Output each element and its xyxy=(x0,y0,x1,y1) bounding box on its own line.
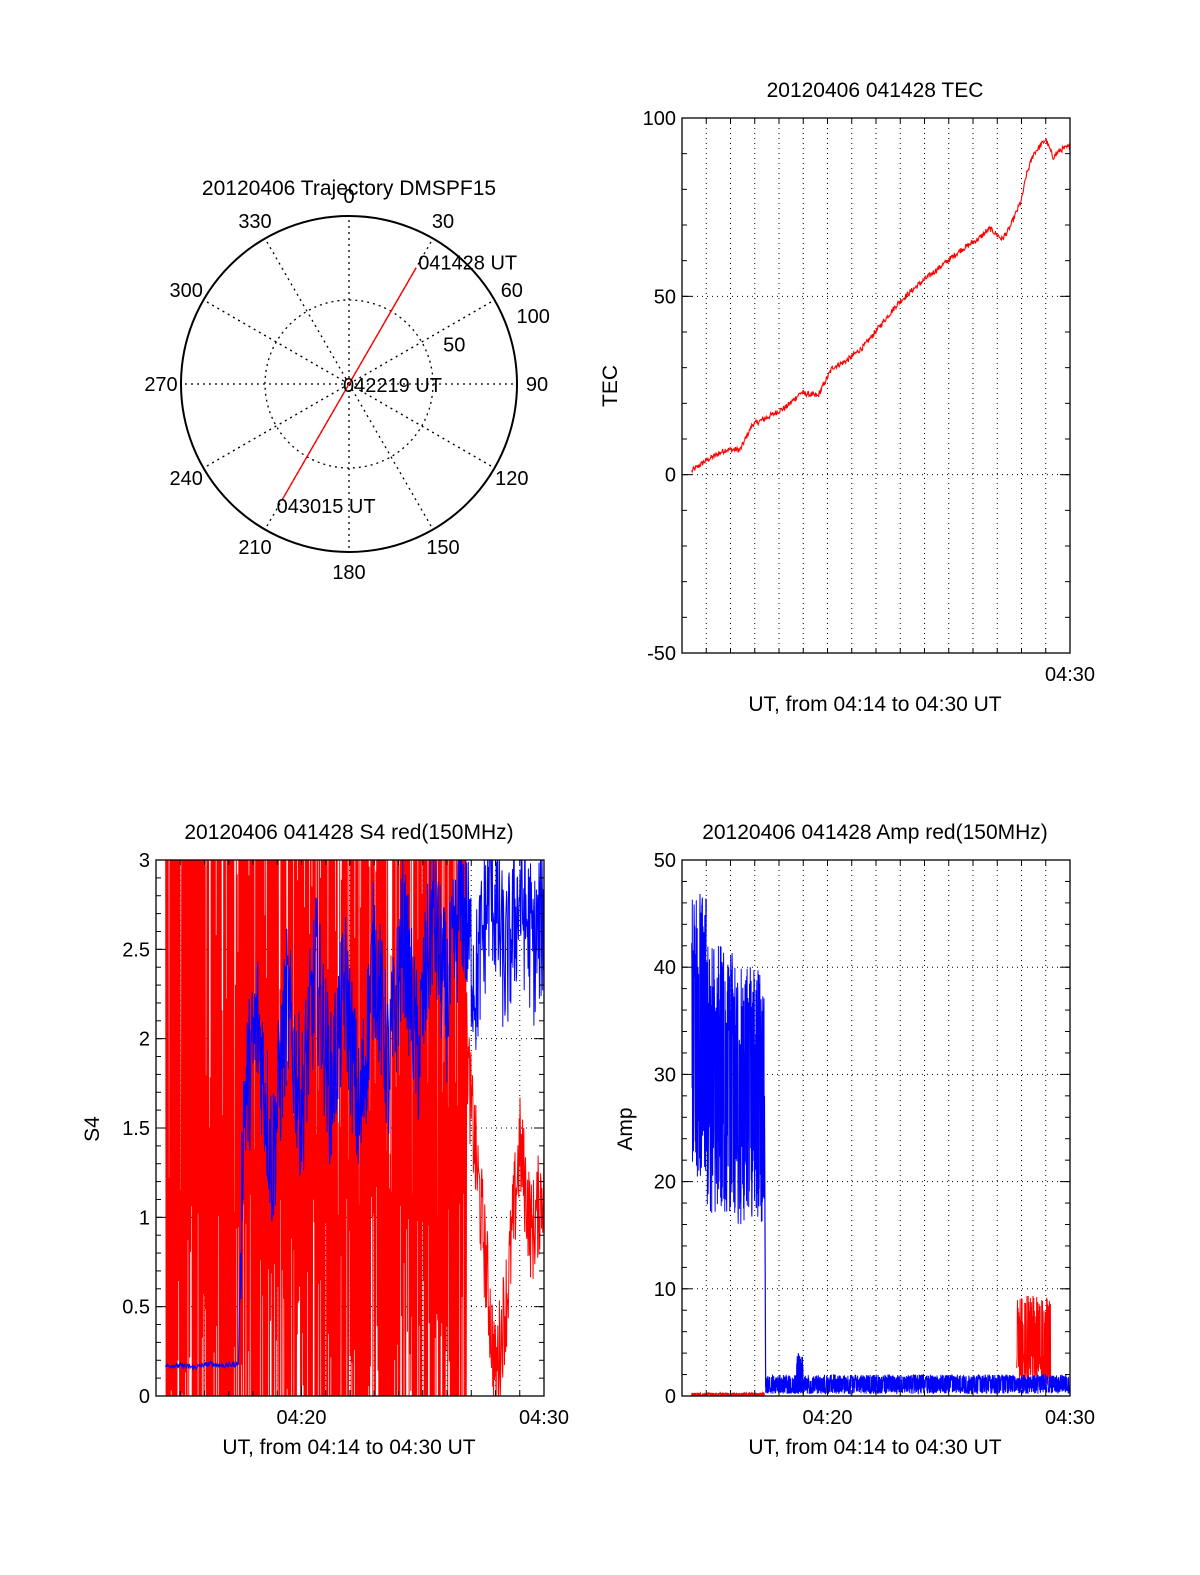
polar-angle-label: 210 xyxy=(238,537,271,559)
amp-plot-area: 0 10 20 30 40 50 04:20 04:30 xyxy=(654,850,1095,1429)
tec-chart: 20120406 041428 TEC TEC UT, from 04:14 t… xyxy=(599,79,1095,716)
amp-ylabel: Amp xyxy=(614,1107,637,1150)
amp-ytick-label: 0 xyxy=(665,1386,676,1408)
polar-radial-labels: 50 100 xyxy=(443,306,550,357)
s4-xlabel: UT, from 04:14 to 04:30 UT xyxy=(222,1436,475,1459)
polar-angle-label: 330 xyxy=(238,211,271,233)
trajectory-line xyxy=(282,267,417,500)
amp-series-red xyxy=(691,1391,765,1396)
s4-red-series xyxy=(165,860,544,1396)
s4-ytick-label: 1 xyxy=(139,1207,150,1229)
amp-xtick-label: 04:30 xyxy=(1045,1407,1095,1429)
amp-series-blue xyxy=(691,893,707,1177)
polar-spoke-300 xyxy=(203,299,350,385)
s4-chart: 20120406 041428 S4 red(150MHz) S4 UT, fr… xyxy=(81,821,569,1459)
amp-series-blue xyxy=(705,945,736,1213)
polar-angle-label: 90 xyxy=(526,374,548,396)
s4-plot-area: 0 0.5 1 1.5 2 2.5 3 04:20 04:30 xyxy=(122,850,569,1429)
s4-ytick-label: 0 xyxy=(139,1386,150,1408)
amp-chart: 20120406 041428 Amp red(150MHz) Amp UT, … xyxy=(614,821,1095,1459)
tec-ticks: -50 0 50 100 04:30 xyxy=(643,108,1095,686)
tec-ytick-label: 50 xyxy=(654,286,676,308)
s4-xtick-label: 04:20 xyxy=(276,1407,326,1429)
amp-series-group xyxy=(691,893,1070,1396)
amp-series-blue xyxy=(734,967,765,1225)
polar-spoke-60 xyxy=(348,299,495,385)
polar-radial-label: 50 xyxy=(443,335,465,357)
trajectory-title: 20120406 Trajectory DMSPF15 xyxy=(202,177,496,200)
tec-ylabel: TEC xyxy=(599,365,622,407)
amp-blue-drop xyxy=(763,1095,767,1388)
amp-ytick-label: 30 xyxy=(654,1064,676,1086)
amp-xlabel: UT, from 04:14 to 04:30 UT xyxy=(748,1436,1001,1459)
tec-ytick-label: -50 xyxy=(647,643,676,665)
tec-ytick-label: 100 xyxy=(643,108,676,130)
s4-ytick-label: 2.5 xyxy=(122,939,150,961)
amp-ticks: 0 10 20 30 40 50 04:20 04:30 xyxy=(654,850,1095,1429)
trajectory-track: 041428 UT 042219 UT 043015 UT xyxy=(277,253,518,518)
amp-xtick-label: 04:20 xyxy=(802,1407,852,1429)
trajectory-polar-chart: 20120406 Trajectory DMSPF15 0 30 60 90 120 15… xyxy=(144,177,550,584)
polar-outer-ring xyxy=(180,215,518,553)
polar-angle-label: 150 xyxy=(426,537,459,559)
polar-angle-labels: 0 30 60 90 120 150 180 210 240 270 300 330 xyxy=(144,186,548,584)
amp-ytick-label: 40 xyxy=(654,957,676,979)
trajectory-mid-label: 042219 UT xyxy=(343,375,442,397)
polar-spoke-120 xyxy=(348,383,495,469)
s4-ylabel: S4 xyxy=(81,1116,104,1142)
s4-ytick-label: 0.5 xyxy=(122,1297,150,1319)
tec-plot-area: -50 0 50 100 04:30 xyxy=(643,108,1095,686)
s4-ytick-label: 2 xyxy=(139,1029,150,1051)
polar-spoke-150 xyxy=(348,383,434,530)
s4-ytick-label: 1.5 xyxy=(122,1118,150,1140)
s4-xtick-label: 04:30 xyxy=(519,1407,569,1429)
s4-ticks: 0 0.5 1 1.5 2 2.5 3 04:20 04:30 xyxy=(122,850,569,1429)
amp-title: 20120406 041428 Amp red(150MHz) xyxy=(702,821,1048,844)
polar-spoke-240 xyxy=(203,383,350,469)
tec-title: 20120406 041428 TEC xyxy=(767,79,984,102)
polar-spoke-330 xyxy=(264,238,350,385)
amp-ytick-label: 50 xyxy=(654,850,676,872)
tec-xlabel: UT, from 04:14 to 04:30 UT xyxy=(748,693,1001,716)
trajectory-start-label: 041428 UT xyxy=(418,253,517,275)
tec-ytick-label: 0 xyxy=(665,465,676,487)
s4-ytick-label: 3 xyxy=(139,850,150,872)
polar-angle-label: 300 xyxy=(169,280,202,302)
polar-angle-label: 240 xyxy=(169,468,202,490)
trajectory-end-label: 043015 UT xyxy=(277,496,376,518)
polar-radial-label: 100 xyxy=(516,306,549,328)
s4-blue-series xyxy=(165,860,544,1371)
amp-ytick-label: 20 xyxy=(654,1172,676,1194)
amp-series-blue xyxy=(765,1373,1070,1395)
amp-ytick-label: 10 xyxy=(654,1279,676,1301)
polar-angle-label: 60 xyxy=(501,280,523,302)
tec-xtick-label: 04:30 xyxy=(1045,664,1095,686)
polar-angle-label: 120 xyxy=(495,468,528,490)
tec-series-line xyxy=(691,138,1071,474)
s4-title: 20120406 041428 S4 red(150MHz) xyxy=(184,821,513,844)
polar-angle-label: 30 xyxy=(432,211,454,233)
amp-series-blue xyxy=(795,1352,804,1394)
polar-angle-label: 270 xyxy=(144,374,177,396)
tec-grid xyxy=(682,118,1070,653)
polar-angle-label: 0 xyxy=(343,186,354,208)
s4-series-group xyxy=(165,860,544,1396)
polar-angle-label: 180 xyxy=(332,562,365,584)
